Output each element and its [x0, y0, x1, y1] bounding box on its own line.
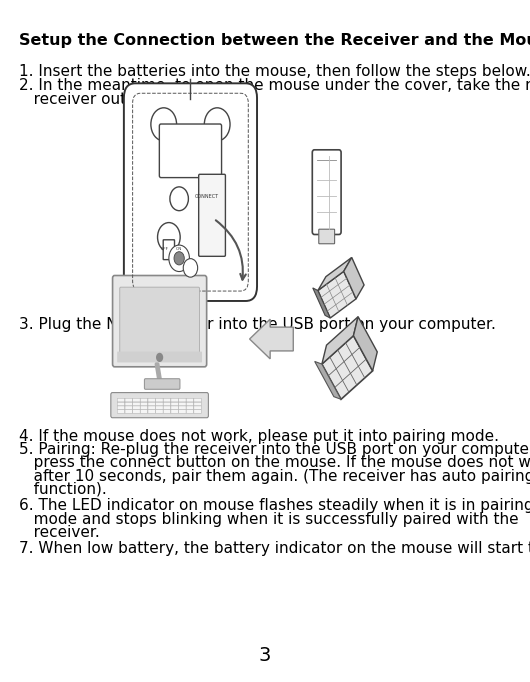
Text: receiver out.: receiver out. — [19, 91, 131, 106]
Text: Setup the Connection between the Receiver and the Mouse: Setup the Connection between the Receive… — [19, 33, 530, 48]
FancyBboxPatch shape — [163, 410, 171, 413]
FancyBboxPatch shape — [125, 406, 132, 409]
FancyBboxPatch shape — [117, 406, 125, 409]
FancyBboxPatch shape — [319, 229, 334, 243]
FancyBboxPatch shape — [132, 410, 140, 413]
FancyBboxPatch shape — [312, 150, 341, 235]
Text: 2. In the meantime, to open the mouse under the cover, take the nano: 2. In the meantime, to open the mouse un… — [19, 78, 530, 93]
FancyBboxPatch shape — [125, 402, 132, 406]
FancyBboxPatch shape — [194, 402, 201, 406]
Text: 4. If the mouse does not work, please put it into pairing mode.: 4. If the mouse does not work, please pu… — [19, 429, 499, 444]
FancyBboxPatch shape — [140, 406, 148, 409]
Circle shape — [170, 187, 188, 211]
FancyBboxPatch shape — [171, 406, 179, 409]
FancyBboxPatch shape — [171, 410, 179, 413]
FancyBboxPatch shape — [186, 410, 193, 413]
Polygon shape — [322, 316, 358, 364]
Text: 6. The LED indicator on mouse flashes steadily when it is in pairing: 6. The LED indicator on mouse flashes st… — [19, 499, 530, 514]
Text: 1. Insert the batteries into the mouse, then follow the steps below.: 1. Insert the batteries into the mouse, … — [19, 65, 530, 80]
FancyBboxPatch shape — [148, 402, 155, 406]
Polygon shape — [318, 258, 352, 291]
FancyBboxPatch shape — [148, 398, 155, 402]
Circle shape — [169, 245, 189, 271]
Circle shape — [174, 252, 184, 265]
FancyBboxPatch shape — [199, 175, 225, 256]
Polygon shape — [315, 361, 341, 399]
Text: mode and stops blinking when it is successfully paired with the: mode and stops blinking when it is succe… — [19, 512, 519, 527]
Text: 7. When low battery, the battery indicator on the mouse will start to blink.: 7. When low battery, the battery indicat… — [19, 542, 530, 557]
Polygon shape — [344, 258, 364, 299]
Circle shape — [157, 222, 180, 252]
Polygon shape — [322, 336, 373, 399]
Polygon shape — [313, 288, 330, 318]
FancyBboxPatch shape — [186, 402, 193, 406]
Polygon shape — [318, 271, 356, 318]
FancyBboxPatch shape — [194, 398, 201, 402]
Text: 5. Pairing: Re-plug the receiver into the USB port on your computer, then: 5. Pairing: Re-plug the receiver into th… — [19, 442, 530, 457]
FancyBboxPatch shape — [171, 398, 179, 402]
FancyBboxPatch shape — [132, 406, 140, 409]
FancyBboxPatch shape — [125, 398, 132, 402]
FancyBboxPatch shape — [117, 402, 125, 406]
FancyBboxPatch shape — [179, 398, 186, 402]
FancyBboxPatch shape — [145, 379, 180, 389]
FancyBboxPatch shape — [156, 402, 163, 406]
Text: after 10 seconds, pair them again. (The receiver has auto pairing: after 10 seconds, pair them again. (The … — [19, 469, 530, 484]
FancyBboxPatch shape — [140, 398, 148, 402]
FancyBboxPatch shape — [194, 406, 201, 409]
FancyBboxPatch shape — [186, 406, 193, 409]
FancyBboxPatch shape — [160, 124, 222, 177]
FancyBboxPatch shape — [132, 402, 140, 406]
FancyBboxPatch shape — [140, 410, 148, 413]
FancyBboxPatch shape — [163, 398, 171, 402]
Text: receiver.: receiver. — [19, 525, 100, 540]
FancyBboxPatch shape — [163, 240, 174, 260]
FancyBboxPatch shape — [194, 410, 201, 413]
FancyBboxPatch shape — [117, 352, 202, 362]
Text: function).: function). — [19, 482, 107, 497]
Text: OFF: OFF — [161, 247, 169, 251]
FancyBboxPatch shape — [148, 410, 155, 413]
Text: CONNECT: CONNECT — [195, 194, 219, 199]
Polygon shape — [354, 316, 377, 371]
Circle shape — [151, 108, 176, 141]
FancyBboxPatch shape — [171, 402, 179, 406]
FancyBboxPatch shape — [156, 410, 163, 413]
FancyBboxPatch shape — [186, 398, 193, 402]
FancyBboxPatch shape — [140, 402, 148, 406]
FancyBboxPatch shape — [117, 398, 125, 402]
Polygon shape — [250, 319, 293, 359]
FancyBboxPatch shape — [156, 398, 163, 402]
FancyBboxPatch shape — [179, 406, 186, 409]
Text: ON: ON — [176, 247, 182, 251]
FancyBboxPatch shape — [156, 406, 163, 409]
FancyBboxPatch shape — [132, 398, 140, 402]
FancyBboxPatch shape — [111, 393, 208, 418]
Circle shape — [205, 108, 230, 141]
FancyBboxPatch shape — [163, 406, 171, 409]
FancyBboxPatch shape — [124, 83, 257, 301]
FancyBboxPatch shape — [120, 287, 199, 356]
FancyBboxPatch shape — [163, 402, 171, 406]
FancyBboxPatch shape — [117, 410, 125, 413]
Text: press the connect button on the mouse. If the mouse does not work: press the connect button on the mouse. I… — [19, 456, 530, 471]
Circle shape — [156, 353, 163, 362]
Circle shape — [183, 258, 198, 277]
Text: 3. Plug the Nano receiver into the USB port on your computer.: 3. Plug the Nano receiver into the USB p… — [19, 316, 496, 331]
FancyBboxPatch shape — [112, 276, 207, 367]
FancyBboxPatch shape — [148, 406, 155, 409]
FancyBboxPatch shape — [179, 410, 186, 413]
FancyBboxPatch shape — [179, 402, 186, 406]
FancyBboxPatch shape — [125, 410, 132, 413]
Text: 3: 3 — [259, 646, 271, 665]
